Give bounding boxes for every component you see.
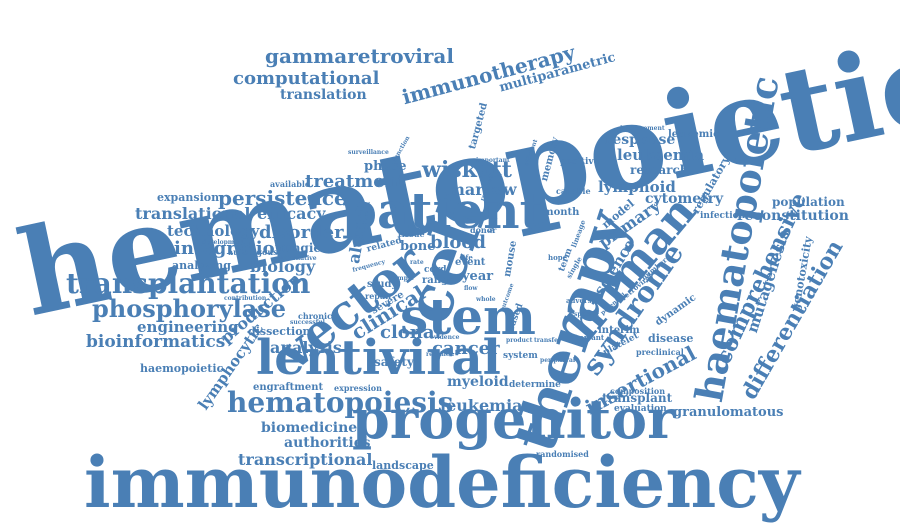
word-interim: interim <box>598 325 640 336</box>
word-transcriptional: transcriptional <box>238 450 373 469</box>
word-phosphorylase: phosphorylase <box>92 294 287 323</box>
word-progenitor: progenitor <box>352 387 676 451</box>
word-donor: donor <box>470 225 497 235</box>
word-determine: determine <box>509 380 561 390</box>
word-persistence: persistence <box>218 186 347 210</box>
word-regimen: regimen <box>426 351 454 358</box>
word-contribution: contribution <box>224 295 267 302</box>
word-randomised: randomised <box>536 449 589 459</box>
word-technology: technology <box>167 222 260 240</box>
word-analyzing: analyzing <box>172 259 231 272</box>
word-marrow: marrow <box>448 180 517 199</box>
word-development: development <box>202 239 246 246</box>
word-preclinical: preclinical <box>636 347 684 357</box>
word-authorities: authorities <box>284 435 371 451</box>
word-lymphoid: lymphoid <box>598 178 676 196</box>
word-range: range <box>422 275 455 286</box>
word-stem: stem <box>400 287 536 346</box>
word-integration: integration <box>174 238 288 259</box>
word-patient: patient <box>342 181 543 240</box>
word-event: event <box>455 257 486 268</box>
word-alternative: alternative <box>280 255 317 262</box>
word-hope: hope <box>548 253 568 262</box>
word-reconstitution: reconstitution <box>737 208 849 224</box>
word-flow: flow <box>464 285 478 292</box>
word-population: population <box>772 195 845 209</box>
word-disease: disease <box>648 332 694 345</box>
word-positive: positive <box>560 157 600 167</box>
word-year: year <box>462 269 494 284</box>
word-treatment: treatment <box>305 171 407 192</box>
word-product: product <box>506 337 533 344</box>
word-dissection: dissection <box>248 325 311 338</box>
word-adverse: adverse <box>566 296 597 305</box>
word-blood: blood <box>430 232 487 253</box>
word-available: available <box>270 179 310 189</box>
word-composition: composition <box>610 386 666 396</box>
word-cancer: cancer <box>432 338 500 359</box>
word-successful: successful <box>290 319 325 326</box>
word-analysis: analysis <box>270 338 342 357</box>
word-efficacy: efficacy <box>257 204 326 223</box>
word-wiskott: wiskott <box>422 157 512 183</box>
word-translation: translation <box>280 87 367 103</box>
word-infection: infection <box>700 211 746 221</box>
word-repair: repair <box>365 291 393 301</box>
word-capable: capable <box>556 186 591 196</box>
word-autologous: autologous <box>228 247 278 257</box>
word-response: response <box>605 132 676 148</box>
word-rate: rate <box>410 259 424 266</box>
word-disorder: disorder <box>259 222 344 243</box>
word-transfer: transfer <box>534 337 562 344</box>
word-safety: safety <box>374 355 414 369</box>
word-haemopoietic: haemopoietic <box>140 362 224 375</box>
word-clonal: clonal <box>380 322 442 343</box>
word-expression: expression <box>334 383 382 393</box>
word-aberrant: aberrant <box>570 333 605 342</box>
word-sample: sample <box>390 275 414 282</box>
word-biology: biology <box>250 257 316 276</box>
word-month: month <box>543 207 580 218</box>
word-life: life <box>460 253 473 262</box>
word-expansion: expansion <box>157 191 220 204</box>
word-mngie: mngie <box>279 241 322 255</box>
word-granulomatous: granulomatous <box>673 405 784 420</box>
word-whole: whole <box>476 296 496 303</box>
word-landscape: landscape <box>372 459 434 472</box>
word-transplant: transplant <box>602 391 673 405</box>
word-translational: translational <box>135 204 251 223</box>
word-specific: specific <box>574 311 600 318</box>
word-chronic: chronic <box>298 311 332 321</box>
word-biomedicine: biomedicine <box>261 420 358 436</box>
word-cord: cord <box>424 265 447 275</box>
word-surveillance: surveillance <box>348 149 389 156</box>
word-gammaretroviral: gammaretroviral <box>265 44 454 68</box>
word-system: system <box>503 351 538 361</box>
word-transplantation: transplantation <box>66 267 311 300</box>
word-computational: computational <box>233 68 380 89</box>
word-evaluation: evaluation <box>614 404 667 414</box>
word-research: research <box>630 163 689 177</box>
word-lentiviral: lentiviral <box>256 330 501 386</box>
word-cytometry: cytometry <box>645 191 724 207</box>
word-engineering: engineering <box>137 318 239 336</box>
word-evidence: evidence <box>430 334 460 341</box>
word-bone: bone <box>400 239 436 254</box>
word-immunodeficiency: immunodeficiency <box>84 441 800 524</box>
word-peripheral: peripheral <box>540 357 576 364</box>
word-leukemic: leukemic <box>668 129 720 140</box>
word-leukemia: leukemia <box>440 396 523 415</box>
word-bioinformatics: bioinformatics <box>86 332 226 352</box>
word-leukaemia: leukaemia <box>617 146 705 164</box>
word-tissue: tissue <box>398 229 425 239</box>
word-hematopoiesis: hematopoiesis <box>227 386 454 419</box>
word-phase: phase <box>364 159 407 174</box>
word-study: study <box>367 279 398 290</box>
word-engraftment: engraftment <box>253 382 324 393</box>
word-improvement: improvement <box>620 125 665 132</box>
word-important: important <box>476 157 510 164</box>
word-myeloid: myeloid <box>447 374 509 390</box>
word-mouse: mouse <box>502 239 520 278</box>
